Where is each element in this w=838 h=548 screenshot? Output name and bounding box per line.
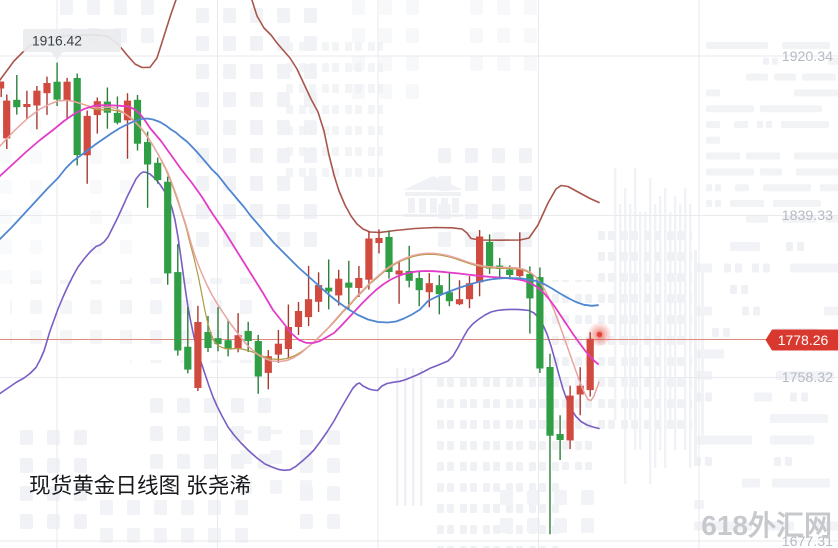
svg-text:1758.32: 1758.32: [782, 370, 833, 386]
svg-text:1920.34: 1920.34: [782, 49, 833, 65]
svg-text:现货黄金日线图 张尧浠: 现货黄金日线图 张尧浠: [29, 473, 251, 498]
svg-text:1677.31: 1677.31: [782, 534, 833, 548]
svg-text:1839.33: 1839.33: [782, 208, 833, 224]
svg-text:1916.42: 1916.42: [32, 34, 82, 49]
svg-text:1778.26: 1778.26: [778, 332, 829, 348]
svg-text:618外汇网: 618外汇网: [701, 510, 832, 541]
